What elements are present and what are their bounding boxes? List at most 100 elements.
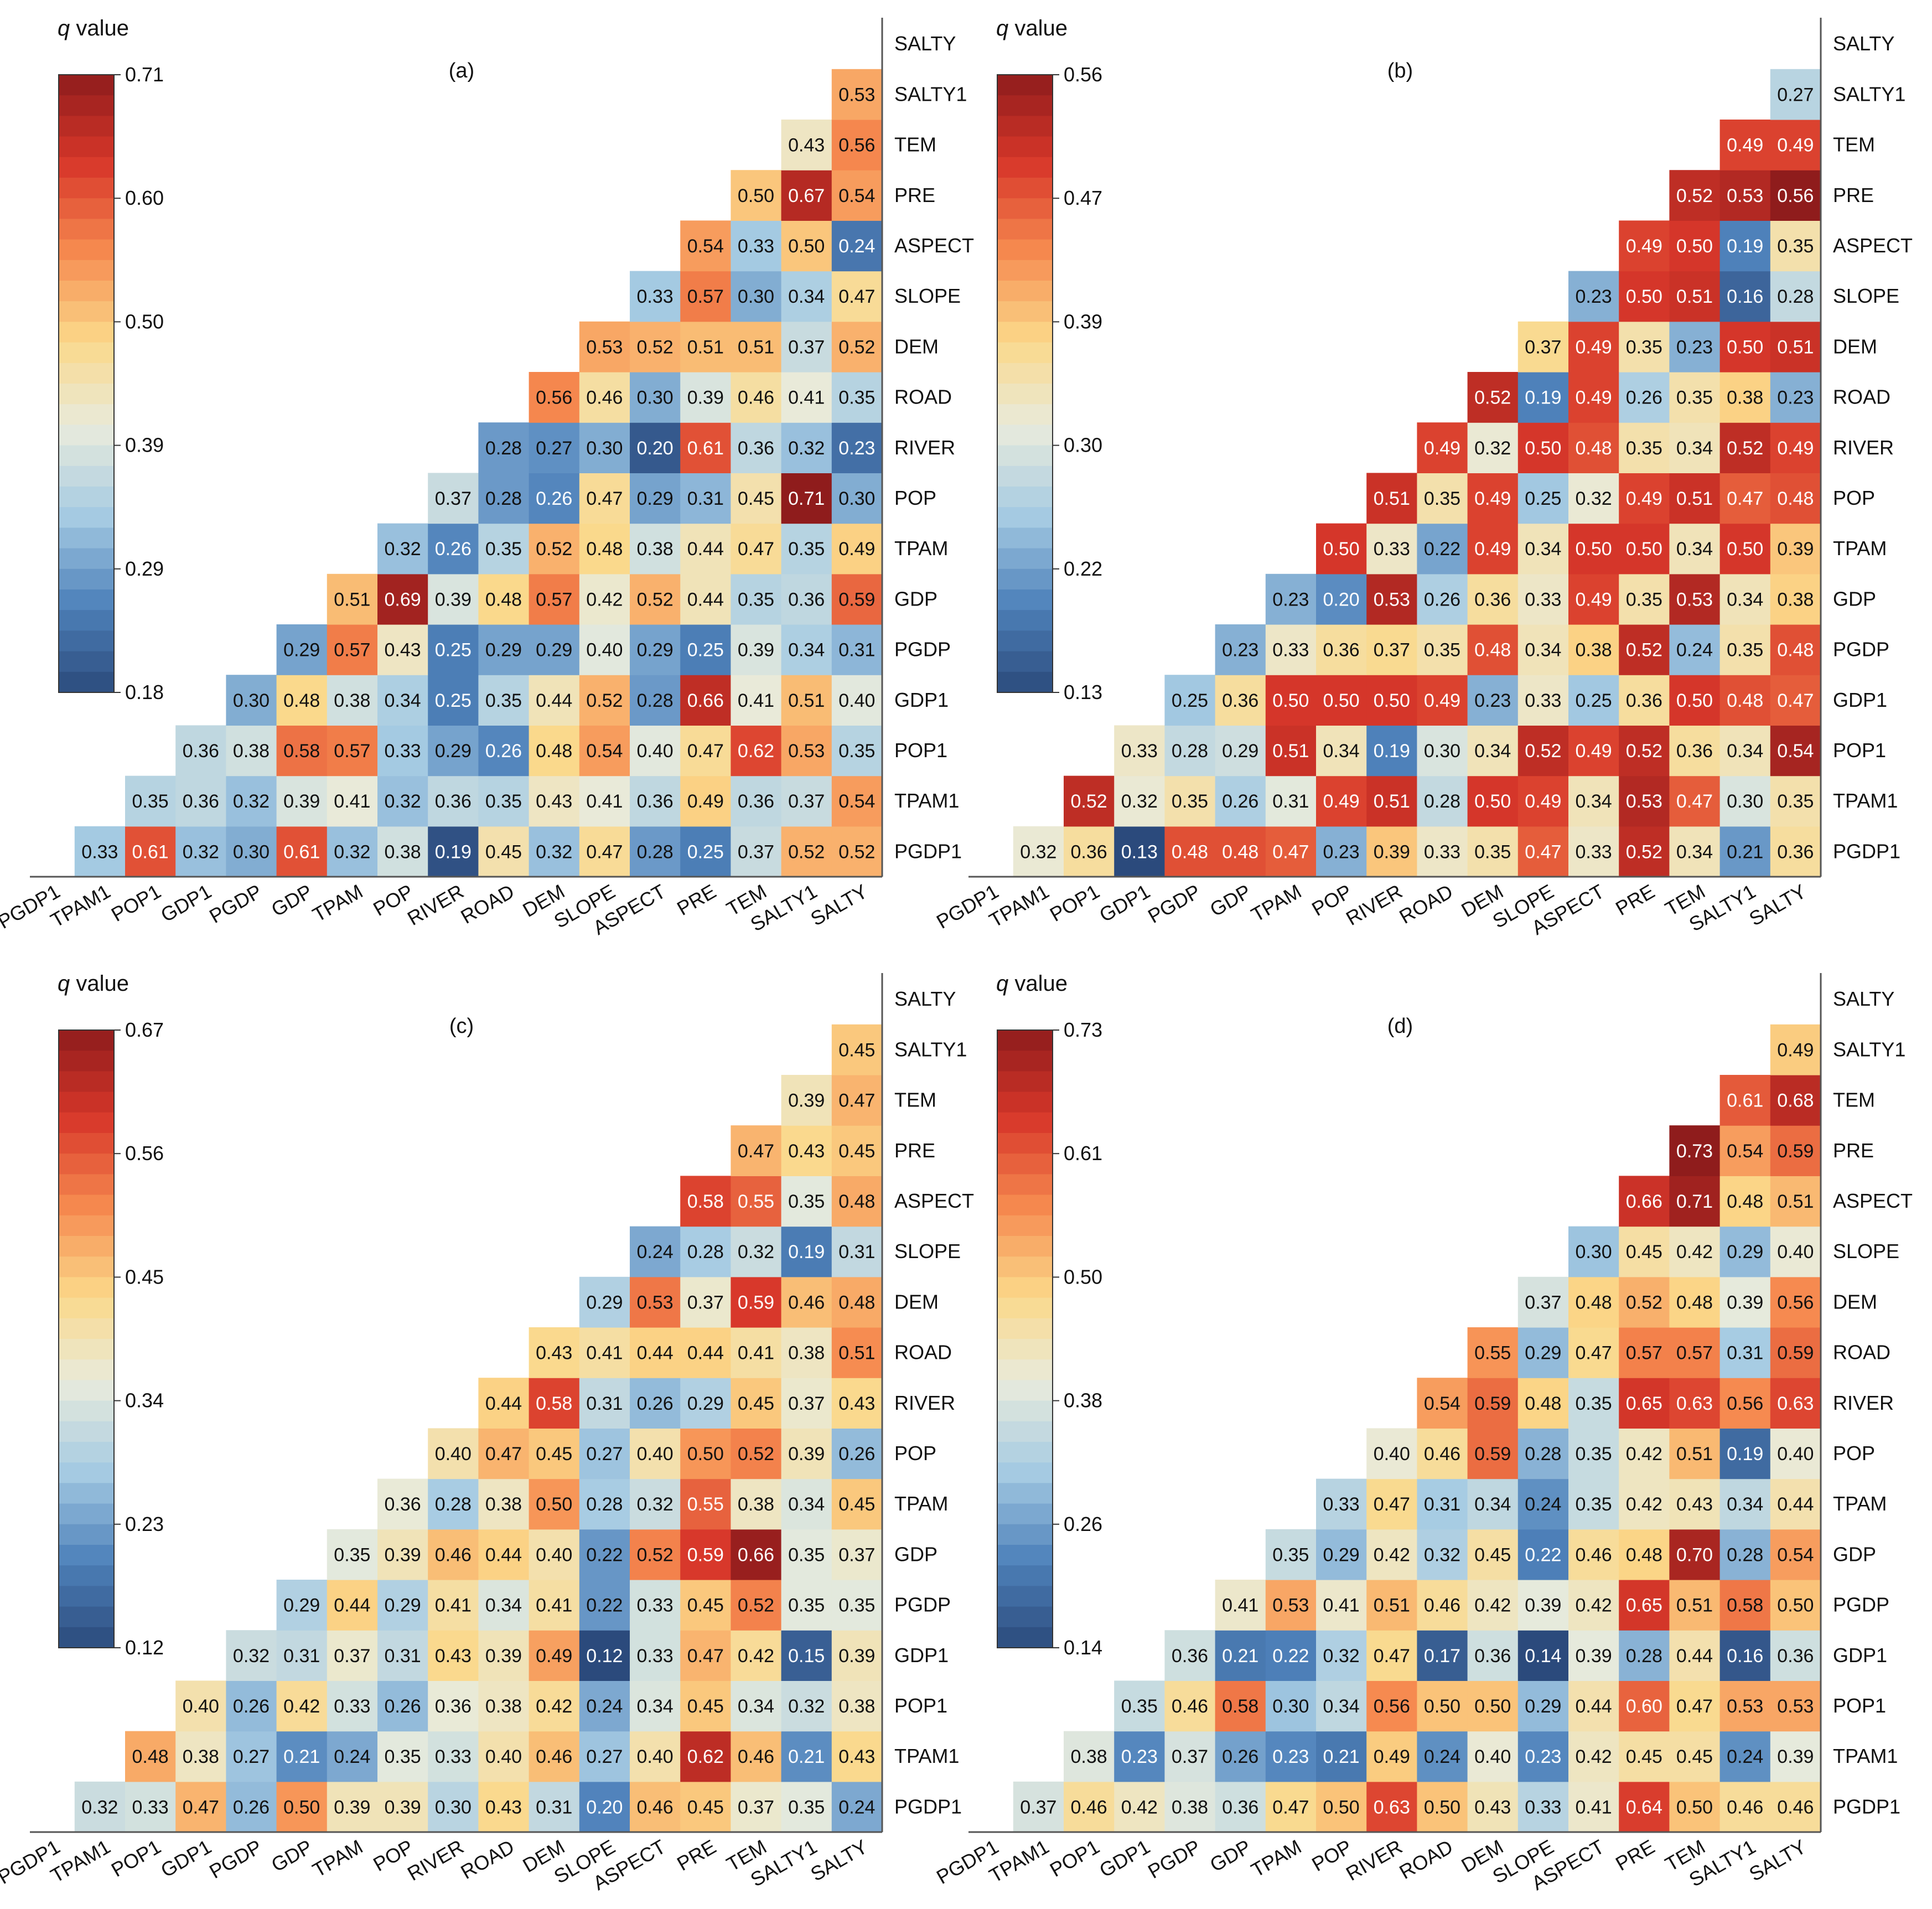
y-tick-label: SALTY1 xyxy=(1833,1038,1905,1060)
cell-value-label: 0.47 xyxy=(586,488,623,509)
cell-value-label: 0.49 xyxy=(1777,135,1814,156)
cell-value-label: 0.57 xyxy=(1626,1343,1662,1364)
heatmap-cell xyxy=(1719,1478,1771,1530)
cell-value-label: 0.21 xyxy=(1222,1646,1258,1667)
heatmap-cell xyxy=(1669,1327,1721,1378)
heatmap-cell xyxy=(831,1731,883,1782)
x-tick-label: GDP xyxy=(267,880,316,921)
heatmap-cell xyxy=(1517,473,1569,524)
heatmap-cell xyxy=(630,1327,681,1378)
heatmap-cell xyxy=(1669,271,1721,322)
cell-value-label: 0.36 xyxy=(183,741,219,762)
colorbar-band xyxy=(997,507,1053,528)
heatmap-cell xyxy=(1417,1378,1468,1429)
colorbar-band xyxy=(59,671,114,693)
cell-value-label: 0.49 xyxy=(1727,135,1763,156)
colorbar-tick-label: 0.23 xyxy=(125,1513,164,1535)
colorbar-band xyxy=(997,384,1053,405)
heatmap-cell xyxy=(680,725,731,777)
cell-value-label: 0.43 xyxy=(536,791,572,812)
heatmap-cell xyxy=(680,321,731,373)
y-tick-label: SLOPE xyxy=(1833,284,1899,307)
heatmap-cell xyxy=(781,1226,832,1277)
cell-value-label: 0.12 xyxy=(586,1646,623,1667)
x-tick-label: TPAM xyxy=(1247,1835,1306,1881)
cell-value-label: 0.44 xyxy=(687,1343,724,1364)
cell-value-label: 0.51 xyxy=(838,1343,875,1364)
heatmap-cell xyxy=(529,725,580,777)
cell-value-label: 0.36 xyxy=(1474,589,1511,610)
heatmap-cell xyxy=(680,422,731,473)
cell-value-label: 0.49 xyxy=(1576,589,1612,610)
heatmap-cell xyxy=(630,624,681,675)
heatmap-cell xyxy=(1417,826,1468,877)
heatmap-cell xyxy=(377,573,428,625)
heatmap-cell xyxy=(276,1680,328,1732)
cell-value-label: 0.19 xyxy=(435,841,472,862)
cell-value-label: 0.34 xyxy=(1525,640,1561,661)
cell-value-label: 0.35 xyxy=(1424,640,1460,661)
heatmap-cell xyxy=(1719,372,1771,423)
cell-value-label: 0.39 xyxy=(1576,1646,1612,1667)
heatmap-cell xyxy=(428,675,479,726)
colorbar-band xyxy=(997,1030,1053,1051)
heatmap-cell xyxy=(1164,1731,1216,1782)
heatmap-cell xyxy=(1619,523,1670,575)
cell-value-label: 0.32 xyxy=(385,539,421,560)
colorbar-band xyxy=(59,1565,114,1586)
heatmap-cell xyxy=(1164,725,1216,777)
cell-value-label: 0.52 xyxy=(788,841,825,862)
heatmap-cell xyxy=(1669,573,1721,625)
heatmap-cell xyxy=(428,1731,479,1782)
cell-value-label: 0.52 xyxy=(1626,640,1662,661)
cell-value-label: 0.28 xyxy=(1424,791,1460,812)
colorbar-band xyxy=(59,610,114,631)
heatmap-cell xyxy=(1467,523,1519,575)
colorbar-tick-label: 0.30 xyxy=(1064,434,1102,457)
cell-value-label: 0.40 xyxy=(1777,1444,1814,1465)
heatmap-cell xyxy=(731,725,782,777)
cell-value-label: 0.33 xyxy=(132,1797,169,1818)
cell-value-label: 0.33 xyxy=(435,1746,472,1767)
cell-value-label: 0.43 xyxy=(385,640,421,661)
cell-value-label: 0.24 xyxy=(1424,1746,1460,1767)
heatmap-cell xyxy=(1770,826,1821,877)
cell-value-label: 0.48 xyxy=(1525,1393,1561,1414)
y-tick-label: PGDP xyxy=(894,1594,951,1616)
heatmap-cell xyxy=(1568,1327,1619,1378)
y-tick-label: POP xyxy=(1833,487,1875,509)
heatmap-cell xyxy=(1164,1781,1216,1833)
panel-label: (a) xyxy=(449,59,474,82)
heatmap-cell xyxy=(1719,170,1771,221)
heatmap-cell xyxy=(478,422,530,473)
heatmap-cell xyxy=(731,372,782,423)
colorbar-tick-label: 0.13 xyxy=(1064,681,1102,703)
heatmap-cell xyxy=(781,422,832,473)
heatmap-cell xyxy=(1568,1226,1619,1277)
heatmap-cell xyxy=(377,675,428,726)
cell-value-label: 0.52 xyxy=(1727,438,1763,459)
heatmap-cell xyxy=(831,1176,883,1227)
cell-value-label: 0.59 xyxy=(1777,1343,1814,1364)
heatmap-cell xyxy=(276,1781,328,1833)
heatmap-cell xyxy=(1366,826,1417,877)
cell-value-label: 0.50 xyxy=(1474,791,1511,812)
cell-value-label: 0.50 xyxy=(1474,1696,1511,1717)
cell-value-label: 0.44 xyxy=(1576,1696,1612,1717)
heatmap-cell xyxy=(377,1731,428,1782)
cell-value-label: 0.22 xyxy=(1272,1646,1309,1667)
cell-value-label: 0.29 xyxy=(1323,1544,1360,1565)
y-tick-label: TPAM1 xyxy=(1833,789,1898,812)
x-tick-label: GDP1 xyxy=(157,1835,215,1882)
cell-value-label: 0.30 xyxy=(1272,1696,1309,1717)
heatmap-cell xyxy=(1619,1731,1670,1782)
y-tick-label: ROAD xyxy=(894,386,952,408)
heatmap-cell xyxy=(1064,826,1115,877)
colorbar-title: q value xyxy=(996,16,1068,40)
cell-value-label: 0.46 xyxy=(1172,1696,1208,1717)
heatmap-cell xyxy=(1467,624,1519,675)
cell-value-label: 0.41 xyxy=(1576,1797,1612,1818)
heatmap-cell xyxy=(1215,725,1266,777)
heatmap-cell xyxy=(1619,271,1670,322)
heatmap-cell xyxy=(428,826,479,877)
